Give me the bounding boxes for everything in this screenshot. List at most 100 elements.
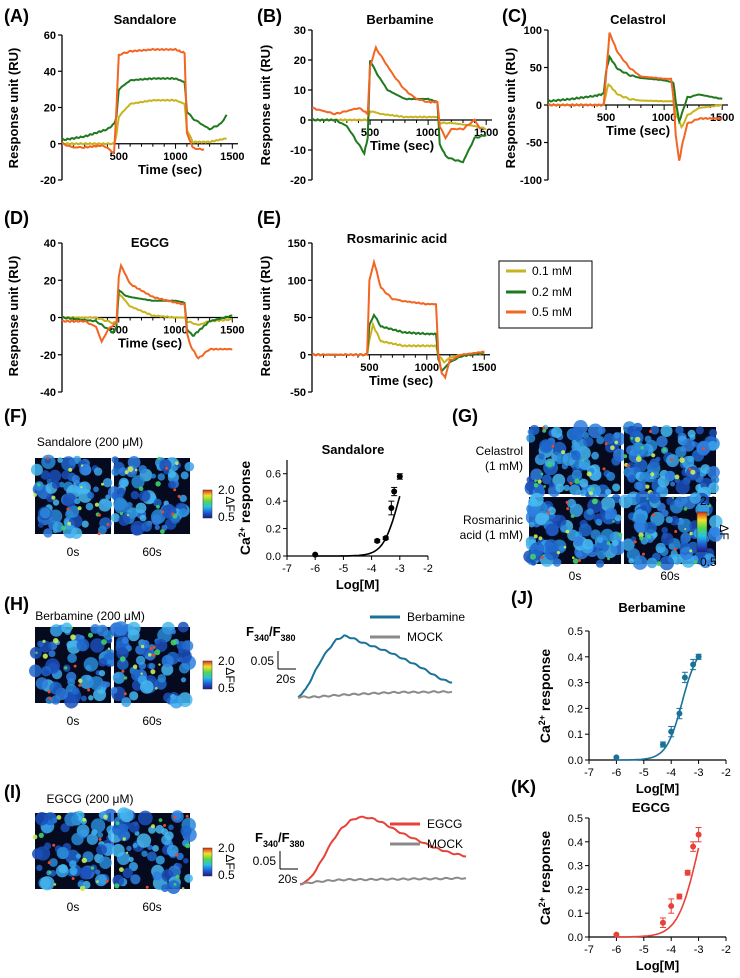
cell bbox=[655, 542, 666, 554]
cell bbox=[569, 484, 581, 496]
cell bbox=[179, 494, 187, 503]
cell bbox=[65, 849, 80, 865]
cell bbox=[111, 456, 119, 464]
chart-title: Sandalore bbox=[322, 442, 385, 457]
y-tick-label: 0.6 bbox=[266, 469, 281, 481]
y-tick-label: 40 bbox=[44, 238, 56, 250]
data-point bbox=[382, 535, 389, 542]
cell bbox=[627, 474, 636, 483]
trace-line bbox=[297, 634, 453, 698]
x-tick-label: 1000 bbox=[415, 362, 439, 374]
cell bbox=[139, 514, 147, 522]
cell-bright bbox=[132, 664, 138, 669]
cell bbox=[579, 478, 589, 488]
trace-y-label-part: /F bbox=[278, 830, 290, 845]
cell bbox=[135, 502, 147, 514]
cell-bright bbox=[610, 445, 615, 451]
cell-bright bbox=[101, 639, 107, 645]
cell bbox=[551, 426, 563, 438]
cell bbox=[130, 520, 145, 536]
data-point bbox=[388, 505, 395, 511]
cell-bright bbox=[42, 653, 48, 659]
cell-bright bbox=[63, 666, 68, 670]
cell bbox=[61, 456, 76, 472]
cell-hot bbox=[642, 552, 645, 556]
cell-image-rosmarinic-0s bbox=[523, 492, 626, 568]
cell bbox=[635, 490, 651, 506]
x-tick-label: -2 bbox=[721, 767, 731, 779]
cell-bright bbox=[185, 843, 191, 849]
cell bbox=[157, 628, 172, 643]
cell-bright bbox=[556, 551, 561, 555]
cell bbox=[128, 821, 140, 833]
y-tick-label: -20 bbox=[40, 175, 56, 187]
y-tick-label: 0.0 bbox=[568, 755, 583, 767]
series-line bbox=[61, 262, 233, 360]
cell-bright bbox=[606, 541, 611, 545]
cell bbox=[116, 487, 126, 497]
cell bbox=[89, 676, 104, 691]
cell bbox=[644, 435, 652, 443]
cell bbox=[66, 671, 77, 683]
series-line bbox=[61, 98, 227, 146]
cell bbox=[35, 846, 51, 861]
cell bbox=[103, 500, 113, 509]
x-tick-label: 1500 bbox=[710, 112, 734, 124]
cell bbox=[168, 480, 176, 489]
x-tick-label: -3 bbox=[694, 767, 704, 779]
y-tick-label: 0.2 bbox=[266, 524, 281, 536]
scale-bar-y-label: 0.05 bbox=[251, 654, 275, 668]
cell bbox=[166, 880, 181, 894]
time-label: 60s bbox=[142, 714, 161, 728]
cell bbox=[184, 461, 195, 472]
legend-item: Berbamine bbox=[407, 610, 465, 624]
data-point bbox=[695, 653, 702, 660]
cell bbox=[98, 525, 107, 535]
cell bbox=[43, 669, 50, 676]
cell bbox=[90, 818, 106, 833]
cell bbox=[707, 466, 720, 479]
cell-hot bbox=[673, 547, 677, 551]
cell bbox=[52, 521, 64, 533]
panel-label: (D) bbox=[4, 208, 29, 228]
cell-bright bbox=[68, 467, 73, 472]
cell bbox=[555, 483, 565, 493]
cell bbox=[612, 539, 619, 547]
cell bbox=[118, 514, 130, 526]
cell-image-celastrol-60s bbox=[623, 421, 720, 499]
cell bbox=[122, 867, 133, 879]
x-tick-label: -5 bbox=[639, 767, 649, 779]
cell-bright bbox=[33, 493, 37, 497]
cell bbox=[586, 508, 594, 515]
cell bbox=[147, 845, 153, 851]
cell bbox=[552, 473, 566, 487]
panel-label: (C) bbox=[502, 6, 527, 26]
cell-hot bbox=[105, 879, 109, 883]
cell bbox=[708, 482, 719, 494]
cell bbox=[48, 650, 56, 658]
cell bbox=[552, 558, 562, 567]
cell-bright bbox=[80, 464, 84, 467]
cell bbox=[709, 515, 723, 529]
cell-bright bbox=[630, 436, 634, 440]
cell-hot bbox=[688, 467, 692, 471]
y-tick-label: 20 bbox=[294, 55, 306, 67]
cell bbox=[118, 467, 128, 477]
cell bbox=[664, 471, 676, 482]
cell-bright bbox=[635, 456, 642, 462]
dose-panel-k: 0.0 0.1 0.2 0.3 0.4 0.5 -7 -6 -5 -4 -3 -2 EGCG Log[M]… bbox=[511, 777, 731, 973]
y-axis-label: Ca2+ response bbox=[537, 649, 553, 744]
legend-item: MOCK bbox=[407, 630, 443, 644]
cell bbox=[661, 526, 668, 534]
cell-hot bbox=[652, 513, 656, 517]
x-tick-label: 1500 bbox=[220, 325, 244, 337]
y-tick-label: -100 bbox=[520, 175, 542, 187]
cell-hot bbox=[626, 464, 630, 467]
cell-bright bbox=[122, 837, 126, 841]
cell bbox=[611, 456, 621, 466]
cell bbox=[648, 491, 661, 504]
cell bbox=[582, 539, 594, 550]
spr-panel-c: -100 -50 0 50 100 500 1000 1500 (C) Celastrol Resp… bbox=[502, 6, 734, 187]
cell bbox=[29, 664, 42, 678]
cell bbox=[157, 473, 165, 481]
